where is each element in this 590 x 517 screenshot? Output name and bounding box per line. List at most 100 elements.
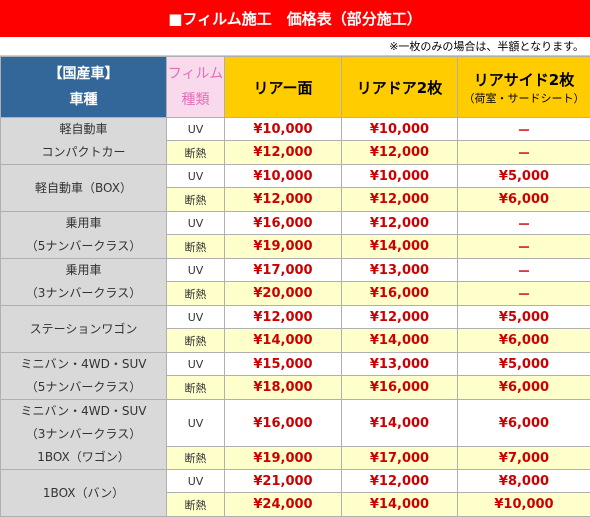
table-row: ミニバン・4WD・SUV（3ナンバークラス）1BOX（ワゴン）UV¥16,000… (1, 400, 590, 447)
rear-door-header: リアドア2枚 (342, 57, 458, 118)
vehicle-type-text: （3ナンバークラス） (1, 423, 166, 446)
film-type-uv: UV (167, 118, 225, 141)
rear-door-price: ¥12,000 (342, 212, 458, 235)
film-type-heat-insulation: 断熱 (167, 282, 225, 306)
film-type-heat-insulation: 断熱 (167, 235, 225, 259)
rear-side-price: － (458, 118, 590, 141)
film-type-uv: UV (167, 259, 225, 282)
vehicle-type-text: 1BOX（バン） (1, 482, 166, 505)
film-type-heat-insulation: 断熱 (167, 493, 225, 517)
rear-side-price: ¥5,000 (458, 165, 590, 188)
table-row: 軽自動車（BOX）UV¥10,000¥10,000¥5,000 (1, 165, 590, 188)
film-type-uv: UV (167, 212, 225, 235)
table-row: 乗用車（5ナンバークラス）UV¥16,000¥12,000－ (1, 212, 590, 235)
rear-side-price: － (458, 141, 590, 165)
rear-one-side-price: ¥14,000 (225, 329, 342, 353)
vehicle-type-cell: 軽自動車（BOX） (1, 165, 167, 212)
vehicle-type-text: （5ナンバークラス） (1, 235, 166, 258)
vehicle-type-header: 【国産車】 車種 (1, 57, 167, 118)
film-type-heat-insulation: 断熱 (167, 376, 225, 400)
rear-door-price: ¥12,000 (342, 141, 458, 165)
rear-side-price: ¥8,000 (458, 470, 590, 493)
rear-side-price: ¥10,000 (458, 493, 590, 517)
rear-door-price: ¥14,000 (342, 493, 458, 517)
rear-side-price: ¥6,000 (458, 400, 590, 447)
rear-side-sub-label: （荷室・サードシート） (458, 90, 590, 106)
vehicle-type-text: 軽自動車（BOX） (1, 177, 166, 200)
film-type-uv: UV (167, 306, 225, 329)
table-row: 1BOX（バン）UV¥21,000¥12,000¥8,000 (1, 470, 590, 493)
rear-door-price: ¥14,000 (342, 329, 458, 353)
rear-door-price: ¥14,000 (342, 400, 458, 447)
vehicle-type-cell: ステーションワゴン (1, 306, 167, 353)
vehicle-type-cell: 乗用車（5ナンバークラス） (1, 212, 167, 259)
film-type-heat-insulation: 断熱 (167, 188, 225, 212)
film-type-heat-insulation: 断熱 (167, 447, 225, 470)
rear-one-side-price: ¥15,000 (225, 353, 342, 376)
vehicle-type-cell: ミニバン・4WD・SUV（3ナンバークラス）1BOX（ワゴン） (1, 400, 167, 470)
page-title: ■フィルム施工 価格表（部分施工） (0, 0, 590, 37)
rear-one-side-price: ¥21,000 (225, 470, 342, 493)
vehicle-type-cell: 乗用車（3ナンバークラス） (1, 259, 167, 306)
vehicle-type-label: 車種 (1, 87, 166, 113)
rear-door-price: ¥12,000 (342, 188, 458, 212)
rear-side-price: ¥5,000 (458, 306, 590, 329)
rear-door-price: ¥16,000 (342, 376, 458, 400)
film-type-uv: UV (167, 165, 225, 188)
rear-one-side-header: リアー面 (225, 57, 342, 118)
rear-side-price: ¥6,000 (458, 188, 590, 212)
header-row: 【国産車】 車種 フィルム 種類 リアー面 リアドア2枚 リアサイド2枚 （荷室… (1, 57, 590, 118)
rear-side-price: － (458, 259, 590, 282)
vehicle-type-text: （3ナンバークラス） (1, 282, 166, 305)
vehicle-type-text: 乗用車 (1, 259, 166, 282)
rear-one-side-price: ¥12,000 (225, 188, 342, 212)
rear-one-side-price: ¥20,000 (225, 282, 342, 306)
film-type-uv: UV (167, 353, 225, 376)
rear-one-side-price: ¥24,000 (225, 493, 342, 517)
rear-one-side-price: ¥19,000 (225, 235, 342, 259)
vehicle-type-text: ミニバン・4WD・SUV (1, 400, 166, 423)
rear-door-price: ¥13,000 (342, 259, 458, 282)
film-type-header: フィルム 種類 (167, 57, 225, 118)
rear-side-price: ¥5,000 (458, 353, 590, 376)
rear-door-price: ¥10,000 (342, 165, 458, 188)
rear-side-price: － (458, 282, 590, 306)
domestic-car-label: 【国産車】 (1, 61, 166, 87)
film-type-uv: UV (167, 470, 225, 493)
rear-door-price: ¥17,000 (342, 447, 458, 470)
table-row: ミニバン・4WD・SUV（5ナンバークラス）UV¥15,000¥13,000¥5… (1, 353, 590, 376)
rear-side-price: ¥7,000 (458, 447, 590, 470)
film-label: フィルム (167, 61, 224, 87)
film-type-heat-insulation: 断熱 (167, 141, 225, 165)
rear-one-side-price: ¥10,000 (225, 118, 342, 141)
rear-one-side-price: ¥10,000 (225, 165, 342, 188)
vehicle-type-cell: ミニバン・4WD・SUV（5ナンバークラス） (1, 353, 167, 400)
vehicle-type-text: ステーションワゴン (1, 318, 166, 341)
rear-one-side-price: ¥12,000 (225, 141, 342, 165)
rear-door-price: ¥10,000 (342, 118, 458, 141)
rear-one-side-price: ¥18,000 (225, 376, 342, 400)
rear-side-price: － (458, 235, 590, 259)
vehicle-type-cell: 軽自動車コンパクトカー (1, 118, 167, 165)
vehicle-type-text: コンパクトカー (1, 141, 166, 164)
rear-door-price: ¥16,000 (342, 282, 458, 306)
table-row: 乗用車（3ナンバークラス）UV¥17,000¥13,000－ (1, 259, 590, 282)
film-type-uv: UV (167, 400, 225, 447)
rear-side-header: リアサイド2枚 （荷室・サードシート） (458, 57, 590, 118)
type-label: 種類 (167, 87, 224, 113)
price-table: 【国産車】 車種 フィルム 種類 リアー面 リアドア2枚 リアサイド2枚 （荷室… (0, 56, 590, 517)
rear-side-price: － (458, 212, 590, 235)
vehicle-type-text: 軽自動車 (1, 118, 166, 141)
rear-door-price: ¥12,000 (342, 470, 458, 493)
vehicle-type-text: （5ナンバークラス） (1, 376, 166, 399)
rear-side-label: リアサイド2枚 (474, 71, 574, 89)
vehicle-type-text: 乗用車 (1, 212, 166, 235)
vehicle-type-text: 1BOX（ワゴン） (1, 446, 166, 469)
rear-door-price: ¥13,000 (342, 353, 458, 376)
rear-door-price: ¥14,000 (342, 235, 458, 259)
rear-side-price: ¥6,000 (458, 376, 590, 400)
rear-one-side-price: ¥19,000 (225, 447, 342, 470)
half-price-note: ※一枚のみの場合は、半額となります。 (0, 37, 590, 56)
